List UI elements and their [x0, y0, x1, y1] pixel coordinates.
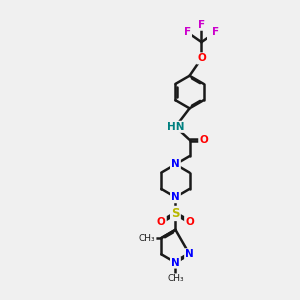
- Text: CH₃: CH₃: [139, 233, 155, 242]
- Text: F: F: [198, 20, 205, 30]
- Text: O: O: [157, 217, 166, 227]
- Text: O: O: [197, 53, 206, 63]
- Text: F: F: [212, 27, 219, 37]
- Text: N: N: [171, 192, 180, 202]
- Text: O: O: [199, 135, 208, 145]
- Text: N: N: [171, 257, 180, 268]
- Text: N: N: [185, 249, 194, 259]
- Text: HN: HN: [167, 122, 184, 132]
- Text: N: N: [171, 159, 180, 170]
- Text: O: O: [185, 217, 194, 227]
- Text: CH₃: CH₃: [167, 274, 184, 283]
- Text: F: F: [184, 27, 191, 37]
- Text: S: S: [171, 207, 180, 220]
